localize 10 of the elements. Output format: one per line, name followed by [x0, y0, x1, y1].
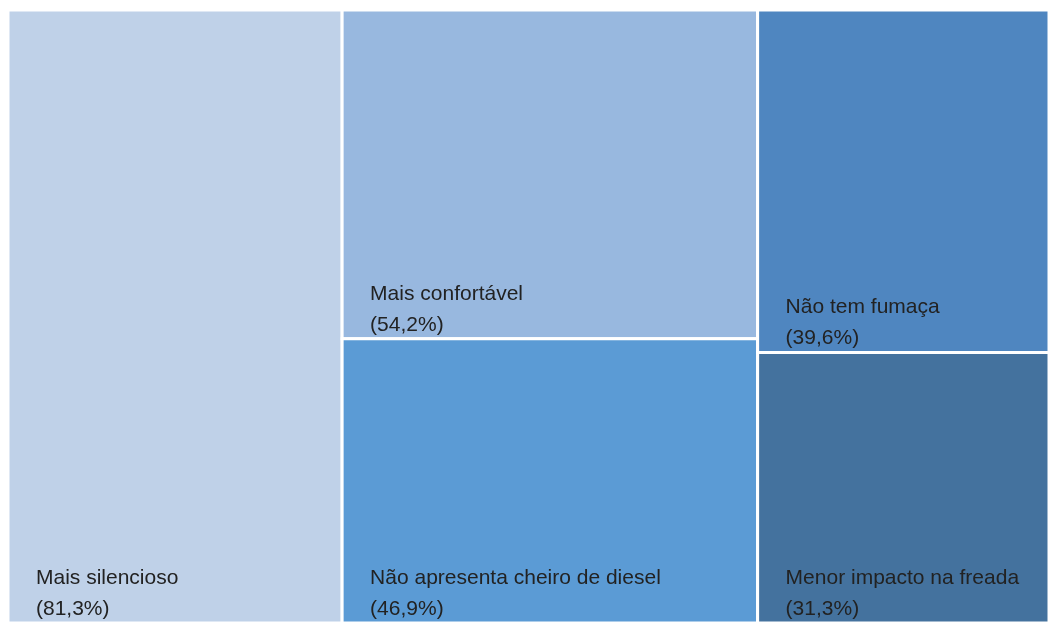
category-label: Mais silencioso — [36, 565, 179, 588]
data-label: (31,3%) — [785, 596, 860, 619]
data-label: (46,9%) — [370, 596, 444, 619]
data-label: (81,3%) — [36, 596, 110, 619]
category-label: Menor impacto na freada — [785, 565, 1020, 588]
category-label: Não tem fumaça — [785, 294, 940, 318]
category-label: Mais confortável — [370, 280, 524, 304]
data-label: (39,6%) — [785, 325, 860, 349]
data-label: (54,2%) — [370, 311, 444, 335]
category-label: Não apresenta cheiro de diesel — [370, 565, 661, 588]
